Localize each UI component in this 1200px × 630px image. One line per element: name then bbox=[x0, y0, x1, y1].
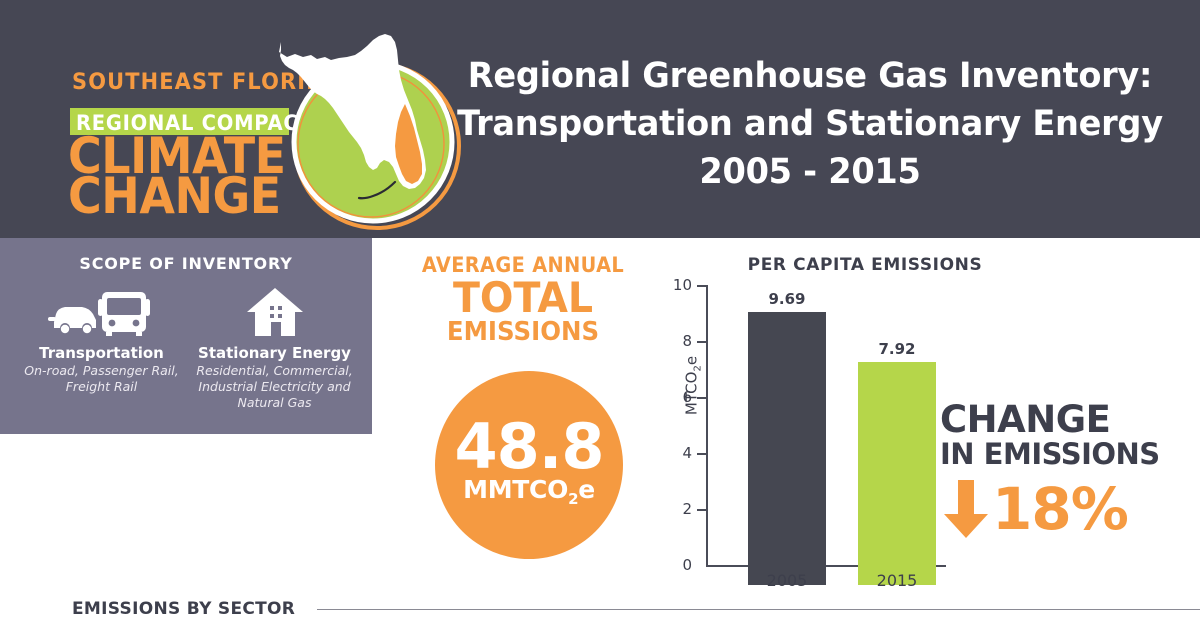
chart-bar-2015: 7.92 bbox=[858, 340, 936, 585]
logo-line-southeast-florida: SOUTHEAST FLORIDA bbox=[72, 70, 342, 95]
page-title: Regional Greenhouse Gas Inventory: Trans… bbox=[430, 52, 1190, 196]
chart-y-tick-label: 2 bbox=[682, 500, 692, 518]
chart-x-axis-line bbox=[706, 565, 946, 567]
total-emissions-units: MMTCO2e bbox=[463, 474, 595, 513]
title-line-2: Transportation and Stationary Energy bbox=[457, 104, 1163, 144]
scope-panel-title: SCOPE OF INVENTORY bbox=[79, 254, 293, 273]
chart-bar-value: 9.69 bbox=[768, 290, 806, 308]
emissions-by-sector-header: EMISSIONS BY SECTOR bbox=[0, 588, 1200, 630]
emissions-by-sector-divider bbox=[317, 608, 1200, 610]
chart-title: PER CAPITA EMISSIONS bbox=[747, 255, 983, 275]
average-annual-total-emissions: AVERAGE ANNUAL TOTAL EMISSIONS 48.8 MMTC… bbox=[398, 253, 648, 559]
units-suffix: e bbox=[578, 474, 595, 504]
logo-line-climate: CLIMATE bbox=[68, 127, 286, 185]
scope-item-stationary-energy: Stationary Energy Residential, Commercia… bbox=[191, 286, 358, 411]
chart-y-tickmark bbox=[697, 453, 706, 455]
total-emissions-value: 48.8 bbox=[454, 409, 605, 483]
chart-y-tickmark bbox=[697, 285, 706, 287]
chart-y-tickmark bbox=[697, 397, 706, 399]
y-axis-subscript: 2 bbox=[692, 365, 704, 372]
chart-y-tickmark bbox=[697, 341, 706, 343]
chart-y-tick-label: 6 bbox=[682, 388, 692, 406]
chart-y-tick-label: 0 bbox=[682, 556, 692, 574]
chart-x-tick-label: 2005 bbox=[766, 571, 808, 590]
logo-line-change: CHANGE bbox=[68, 167, 281, 225]
per-capita-emissions-chart: MTCO2e 10 8 6 4 2 0 9.69 7.92 2005 2015 bbox=[666, 276, 956, 590]
total-emissions-kicker: AVERAGE ANNUAL bbox=[421, 253, 625, 277]
logo-green-bar bbox=[70, 108, 289, 135]
change-percent-row: 18% bbox=[940, 478, 1190, 540]
logo-line-regional-compact: REGIONAL COMPACT bbox=[76, 111, 313, 135]
scope-of-inventory-panel: SCOPE OF INVENTORY bbox=[0, 238, 372, 434]
change-subhead: IN EMISSIONS bbox=[940, 437, 1160, 471]
scope-item-description: On-road, Passenger Rail, Freight Rail bbox=[24, 363, 179, 394]
compact-logo: SOUTHEAST FLORIDA REGIONAL COMPACT CLIMA… bbox=[60, 22, 461, 230]
chart-y-tick-label: 4 bbox=[682, 444, 692, 462]
house-icon bbox=[191, 286, 358, 338]
units-subscript: 2 bbox=[568, 489, 579, 508]
chart-y-tick-label: 8 bbox=[682, 332, 692, 350]
total-emissions-headline: TOTAL bbox=[452, 273, 594, 322]
scope-item-description: Residential, Commercial, Industrial Elec… bbox=[196, 363, 353, 410]
scope-item-transportation: Transportation On-road, Passenger Rail, … bbox=[18, 286, 185, 411]
header-banner: SOUTHEAST FLORIDA REGIONAL COMPACT CLIMA… bbox=[0, 0, 1200, 238]
change-in-emissions-block: CHANGE IN EMISSIONS 18% bbox=[940, 398, 1190, 540]
chart-bar-2005: 9.69 bbox=[748, 290, 826, 585]
y-axis-suffix: e bbox=[682, 355, 701, 366]
change-headline: CHANGE bbox=[940, 398, 1111, 441]
title-line-1: Regional Greenhouse Gas Inventory: bbox=[467, 56, 1153, 96]
car-and-bus-icon bbox=[18, 286, 185, 338]
scope-items-list: Transportation On-road, Passenger Rail, … bbox=[18, 286, 358, 411]
change-percent-value: 18% bbox=[992, 475, 1129, 543]
chart-bar-value: 7.92 bbox=[878, 340, 916, 358]
total-emissions-circle: 48.8 MMTCO2e bbox=[435, 371, 623, 559]
scope-item-label: Transportation bbox=[39, 344, 164, 362]
chart-x-tick-label: 2015 bbox=[876, 571, 918, 590]
chart-y-tick-label: 10 bbox=[672, 276, 692, 294]
title-line-3: 2005 - 2015 bbox=[699, 152, 921, 192]
down-arrow-icon bbox=[944, 480, 988, 538]
chart-y-axis-line bbox=[706, 285, 708, 567]
florida-map-emblem-icon bbox=[279, 34, 461, 230]
units-prefix: MMTCO bbox=[463, 474, 569, 504]
total-emissions-subhead: EMISSIONS bbox=[446, 317, 600, 347]
emissions-by-sector-label: EMISSIONS BY SECTOR bbox=[72, 599, 296, 619]
scope-item-label: Stationary Energy bbox=[198, 344, 351, 362]
chart-y-tickmark bbox=[697, 509, 706, 511]
